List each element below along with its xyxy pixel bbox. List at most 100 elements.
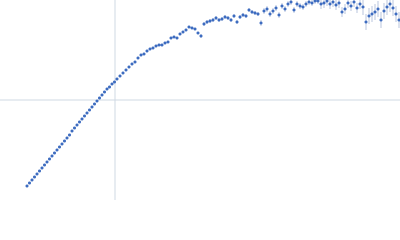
data-point [68,133,71,137]
data-point [397,18,400,22]
data-point [73,126,76,130]
data-point [352,0,356,4]
data-point [43,163,46,167]
data-point [103,90,106,94]
data-point [388,2,392,6]
data-point [63,139,66,143]
data-point [211,18,215,22]
data-point [280,4,284,8]
data-point [325,0,329,3]
data-point [50,154,54,158]
data-point [331,0,335,4]
data-point [247,8,251,12]
data-point [340,10,344,14]
data-point [88,108,91,112]
data-point [346,1,350,5]
data-point [202,22,206,26]
data-point [313,0,317,3]
data-point [343,7,347,11]
data-point [30,178,34,182]
data-point [172,35,176,39]
data-point [304,2,308,6]
data-point [262,9,266,13]
data-point [45,160,49,164]
data-point [28,181,31,185]
data-point [169,36,173,40]
data-point [268,12,272,16]
data-point [196,31,200,35]
data-point [160,43,164,47]
data-point [121,71,125,75]
data-point [298,4,302,8]
data-point [178,32,182,36]
data-point [283,7,287,11]
data-point [193,27,197,31]
data-point [226,16,230,20]
data-point [75,123,79,127]
data-point [229,18,233,22]
data-point [289,0,293,4]
data-point [139,53,143,57]
data-point [145,49,149,53]
data-point [241,13,245,17]
data-point [235,20,239,24]
data-point [349,4,353,8]
data-point [376,7,380,11]
data-point [124,68,128,72]
data-point [70,129,74,133]
chart [0,0,400,200]
data-point [136,56,140,60]
data-point [83,114,86,118]
data-point [256,12,260,16]
data-point [274,6,278,10]
data-point [38,169,41,173]
data-point [292,8,296,12]
data-point [286,2,290,6]
data-point [181,30,185,34]
data-point [391,6,395,10]
data-point [394,12,398,16]
data-point [95,99,99,103]
data-point [379,18,383,22]
data-point [133,60,137,64]
data-point [358,2,362,6]
data-point [35,172,39,176]
data-point [110,82,114,86]
data-point [100,93,104,97]
data-point [244,14,248,18]
data-point [190,26,194,30]
data-point [217,18,221,22]
data-point [33,175,36,179]
data-point [370,12,374,16]
data-point [367,14,371,18]
data-point [163,41,167,45]
data-point [148,47,152,51]
data-point [58,145,61,149]
data-point [295,2,299,6]
data-point [337,1,341,5]
page: {"chart_data": { "type": "scatter", "xli… [0,0,400,200]
data-point [259,21,263,25]
data-point [25,184,29,188]
data-point [373,10,377,14]
data-point [142,52,146,56]
data-point [53,151,56,155]
data-point [151,46,155,50]
data-point [90,105,94,109]
data-point [355,6,359,10]
data-point [265,7,269,11]
data-point [322,1,326,5]
data-point [334,3,338,7]
data-point [127,65,131,69]
data-point [382,9,386,13]
data-point [328,2,332,6]
data-point [310,1,314,5]
data-point [115,77,119,81]
data-point [40,166,44,170]
data-point [223,15,227,19]
data-point [93,102,96,106]
data-point [316,0,320,3]
data-point [385,5,389,9]
data-point [301,5,305,9]
data-point [130,62,134,66]
